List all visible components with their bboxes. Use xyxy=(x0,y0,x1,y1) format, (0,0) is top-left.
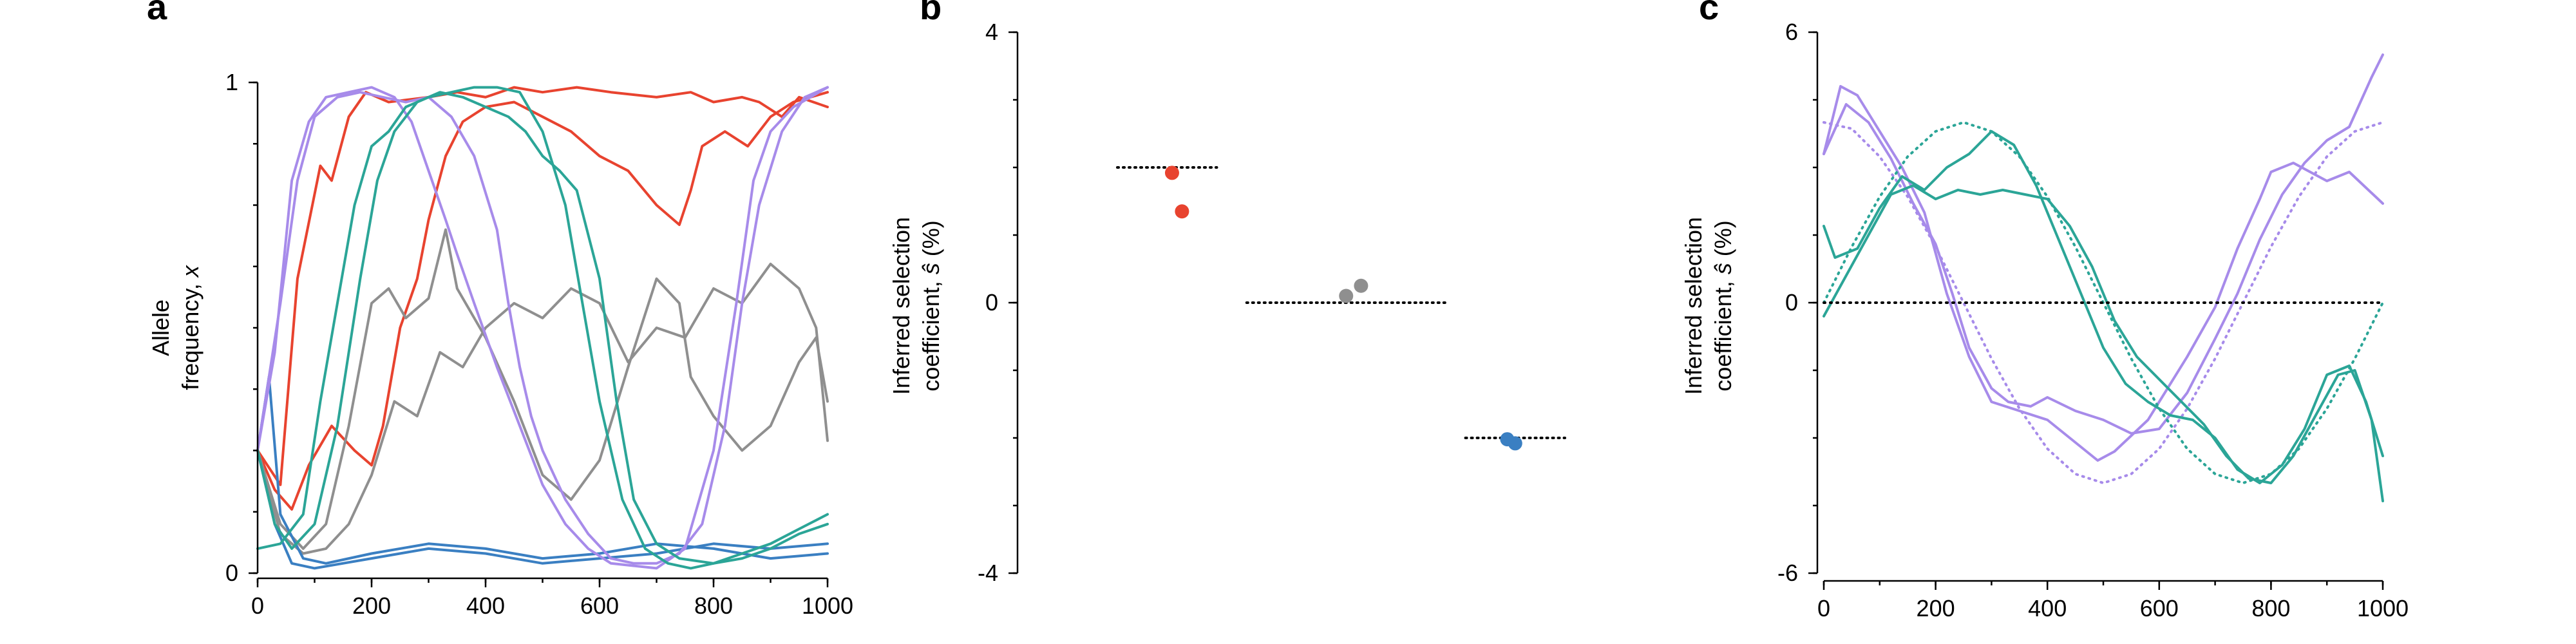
panel-b-letter: b xyxy=(920,0,942,27)
panel-a-x-tick-label: 800 xyxy=(694,592,733,619)
panel-a-ylabel-line2: frequency, x xyxy=(177,264,204,390)
panel-a-trajectory-purple xyxy=(256,86,829,570)
panel-b-point-gray xyxy=(1354,278,1368,293)
panel-c-x-tick-label: 800 xyxy=(2251,595,2290,621)
panel-c-x-tick-label: 0 xyxy=(1817,595,1830,621)
panel-c-inferred-selection-teal xyxy=(1823,130,2384,484)
panel-b-point-gray xyxy=(1339,289,1354,303)
panel-a-trajectory-red xyxy=(256,86,829,486)
panel-c-inferred-selection-purple xyxy=(1823,85,2384,462)
panel-c-letter: c xyxy=(1699,0,1719,27)
panel-a-y-tick-label: 1 xyxy=(225,69,238,95)
panel-c-y-tick-label: 6 xyxy=(1785,19,1798,45)
panel-c-x-tick-label: 600 xyxy=(2140,595,2179,621)
panel-a-x-tick-label: 200 xyxy=(352,592,391,619)
panel-a-x-tick-label: 400 xyxy=(466,592,505,619)
panel-a-ylabel-line1: Allele xyxy=(147,299,174,356)
panel-c-inferred-selection-purple xyxy=(1823,53,2384,435)
panel-a-trajectory-teal xyxy=(256,86,829,570)
panel-c-inferred-selection-teal xyxy=(1823,184,2384,502)
panel-b-point-red xyxy=(1164,166,1179,180)
panel-c-x-tick-label: 400 xyxy=(2028,595,2067,621)
panel-a-trajectory-teal xyxy=(256,91,829,565)
panel-b-ylabel-line2: coefficient, ŝ (%) xyxy=(918,220,944,391)
panel-a-y-tick-label: 0 xyxy=(225,560,238,586)
panel-c: c Inferred selection coefficient, ŝ (%) … xyxy=(1680,0,2409,621)
panel-a-trajectory-purple xyxy=(256,86,829,565)
panel-b: b Inferred selection coefficient, ŝ (%) … xyxy=(888,0,1566,586)
panel-b-point-blue xyxy=(1508,436,1522,451)
panel-c-ylabel-line1: Inferred selection xyxy=(1680,217,1707,395)
panel-c-y-tick-label: 0 xyxy=(1785,289,1798,316)
panel-b-y-tick-label: 0 xyxy=(985,289,998,316)
panel-a-x-tick-label: 600 xyxy=(580,592,619,619)
panel-a-x-tick-label: 0 xyxy=(251,592,264,619)
panel-c-ylabel-line2: coefficient, ŝ (%) xyxy=(1710,220,1736,391)
panel-a-x-tick-label: 1000 xyxy=(802,592,853,619)
panel-b-y-tick-label: 4 xyxy=(985,19,998,45)
panel-a-trajectory-blue xyxy=(256,375,829,565)
panel-a-letter: a xyxy=(147,0,167,27)
panel-a-trajectory-gray xyxy=(256,228,829,550)
panel-c-x-tick-label: 200 xyxy=(1917,595,1955,621)
panel-c-x-tick-label: 1000 xyxy=(2357,595,2409,621)
panel-b-point-red xyxy=(1175,204,1189,219)
panel-b-y-tick-label: -4 xyxy=(978,560,998,586)
panel-a-trajectory-blue xyxy=(256,449,829,570)
panel-c-true-selection-purple xyxy=(1823,121,2384,484)
panel-b-ylabel-line1: Inferred selection xyxy=(888,217,914,395)
panel-a: a Allele frequency, x 0 1 0 200 400 600 800 100… xyxy=(147,0,853,619)
panel-c-y-tick-label: -6 xyxy=(1777,560,1798,586)
panel-a-trajectory-red xyxy=(256,91,829,511)
panel-a-trajectory-gray xyxy=(256,262,829,555)
